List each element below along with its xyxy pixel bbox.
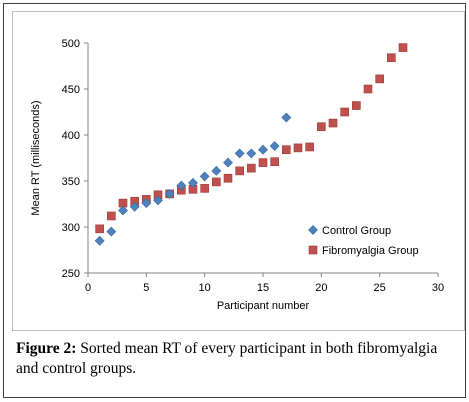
fibromyalgia-group-point: [352, 101, 361, 110]
control-group-point: [176, 180, 187, 191]
control-group-point: [234, 148, 245, 159]
fibromyalgia-group-point: [107, 211, 116, 221]
fibromyalgia-group-point: [387, 53, 396, 63]
legend-marker-fibromyalgia: [308, 245, 318, 255]
fibromyalgia-group-point: [293, 143, 303, 153]
control-group-point: [129, 201, 140, 212]
x-tick-label: 15: [257, 282, 269, 294]
x-tick-label: 20: [315, 282, 327, 294]
control-group-point: [164, 188, 175, 199]
x-tick-label: 25: [374, 282, 386, 294]
y-tick-label: 300: [62, 222, 80, 234]
y-tick-label: 400: [62, 130, 80, 142]
y-tick-label: 450: [62, 84, 80, 96]
y-tick-label: 500: [62, 38, 80, 50]
fibromyalgia-group-point: [328, 118, 338, 128]
y-tick-label: 250: [62, 268, 80, 280]
control-group-point: [141, 198, 152, 209]
control-group-point: [118, 205, 128, 216]
control-group-point: [94, 235, 105, 246]
x-tick-label: 0: [85, 282, 91, 294]
fibromyalgia-group-point: [398, 43, 408, 52]
fibromyalgia-group-point: [223, 173, 233, 183]
fibromyalgia-group-point: [305, 142, 314, 152]
figure-caption: Figure 2: Sorted mean RT of every partic…: [16, 339, 461, 379]
control-group-point: [211, 165, 222, 176]
fibromyalgia-group-point: [363, 84, 373, 94]
legend-label-control: Control Group: [322, 225, 391, 237]
control-group-point: [153, 195, 163, 206]
fibromyalgia-group-point: [375, 74, 384, 84]
control-group-point: [106, 226, 117, 237]
x-tick-label: 5: [143, 282, 149, 294]
control-group-point: [188, 177, 198, 188]
fibromyalgia-group-point: [235, 166, 244, 176]
control-group-point: [246, 148, 257, 159]
x-axis-label: Participant number: [217, 300, 310, 312]
scatter-chart: 250 300 350 400 450 500 0 5 10 15 20 25 30 Participan…: [30, 38, 444, 312]
fibromyalgia-group-point: [212, 177, 221, 187]
fibromyalgia-group-point: [95, 224, 104, 234]
caption-text: Sorted mean RT of every participant in b…: [16, 340, 438, 377]
fibromyalgia-group-point: [258, 158, 268, 167]
control-group-point: [269, 141, 280, 151]
fibromyalgia-group-point: [247, 163, 256, 173]
figure-frame: 250 300 350 400 450 500 0 5 10 15 20 25 30 Participan…: [3, 3, 466, 398]
fibromyalgia-group-point: [200, 184, 209, 193]
control-group-point: [258, 144, 268, 155]
chart-area: 250 300 350 400 450 500 0 5 10 15 20 25 30 Participan…: [12, 11, 465, 331]
legend-marker-control: [308, 225, 318, 235]
fibromyalgia-group-point: [317, 122, 326, 132]
control-group-point: [199, 171, 210, 182]
x-tick-label: 30: [432, 282, 444, 294]
y-axis-label: Mean RT (milliseconds): [30, 100, 42, 215]
y-tick-label: 350: [62, 176, 80, 188]
control-group-point: [281, 112, 292, 123]
fibromyalgia-group-point: [340, 107, 349, 117]
x-tick-label: 10: [199, 282, 211, 294]
fibromyalgia-group-point: [282, 145, 291, 155]
caption-label: Figure 2:: [16, 340, 77, 357]
legend-label-fibromyalgia: Fibromyalgia Group: [322, 245, 419, 257]
control-group-point: [223, 157, 233, 168]
fibromyalgia-group-point: [270, 157, 279, 166]
